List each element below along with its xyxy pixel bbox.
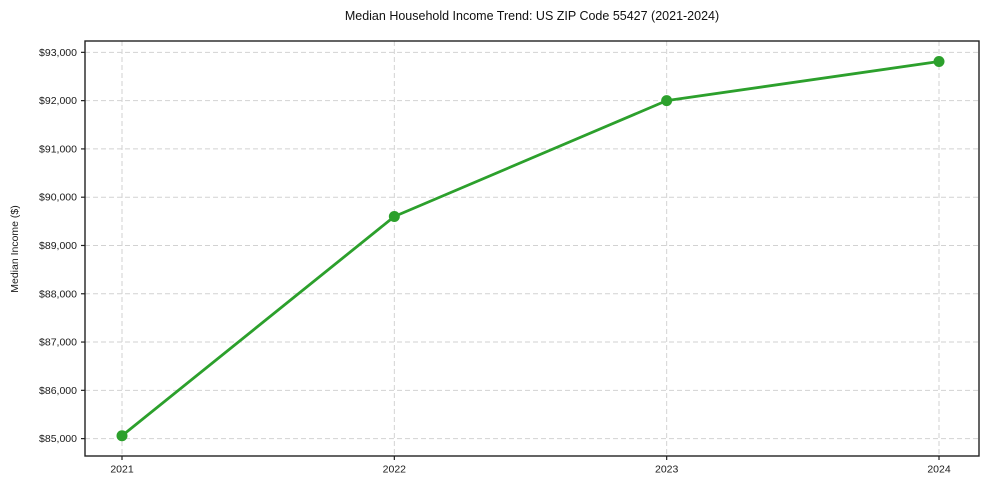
- y-axis-label: Median Income ($): [9, 205, 21, 293]
- x-tick-label: 2022: [383, 464, 407, 476]
- data-point: [388, 211, 400, 223]
- trend-line: [120, 60, 941, 438]
- x-tick-label: 2021: [110, 464, 134, 476]
- x-tick-label: 2024: [927, 464, 951, 476]
- y-tick-label: $89,000: [39, 240, 77, 252]
- chart-title: Median Household Income Trend: US ZIP Co…: [344, 9, 720, 23]
- y-tick-label: $92,000: [39, 95, 77, 107]
- x-tick-label: 2023: [655, 464, 679, 476]
- y-tick-label: $87,000: [39, 337, 77, 349]
- data-point: [661, 95, 673, 107]
- data-point: [116, 430, 128, 442]
- y-tick-label: $88,000: [39, 288, 77, 300]
- y-tick-label: $90,000: [39, 192, 77, 204]
- y-tick-label: $93,000: [39, 47, 77, 59]
- plot-border: [84, 40, 980, 457]
- y-tick-label: $85,000: [39, 433, 77, 445]
- y-tick-label: $86,000: [39, 385, 77, 397]
- data-point: [933, 56, 945, 68]
- y-tick-label: $91,000: [39, 143, 77, 155]
